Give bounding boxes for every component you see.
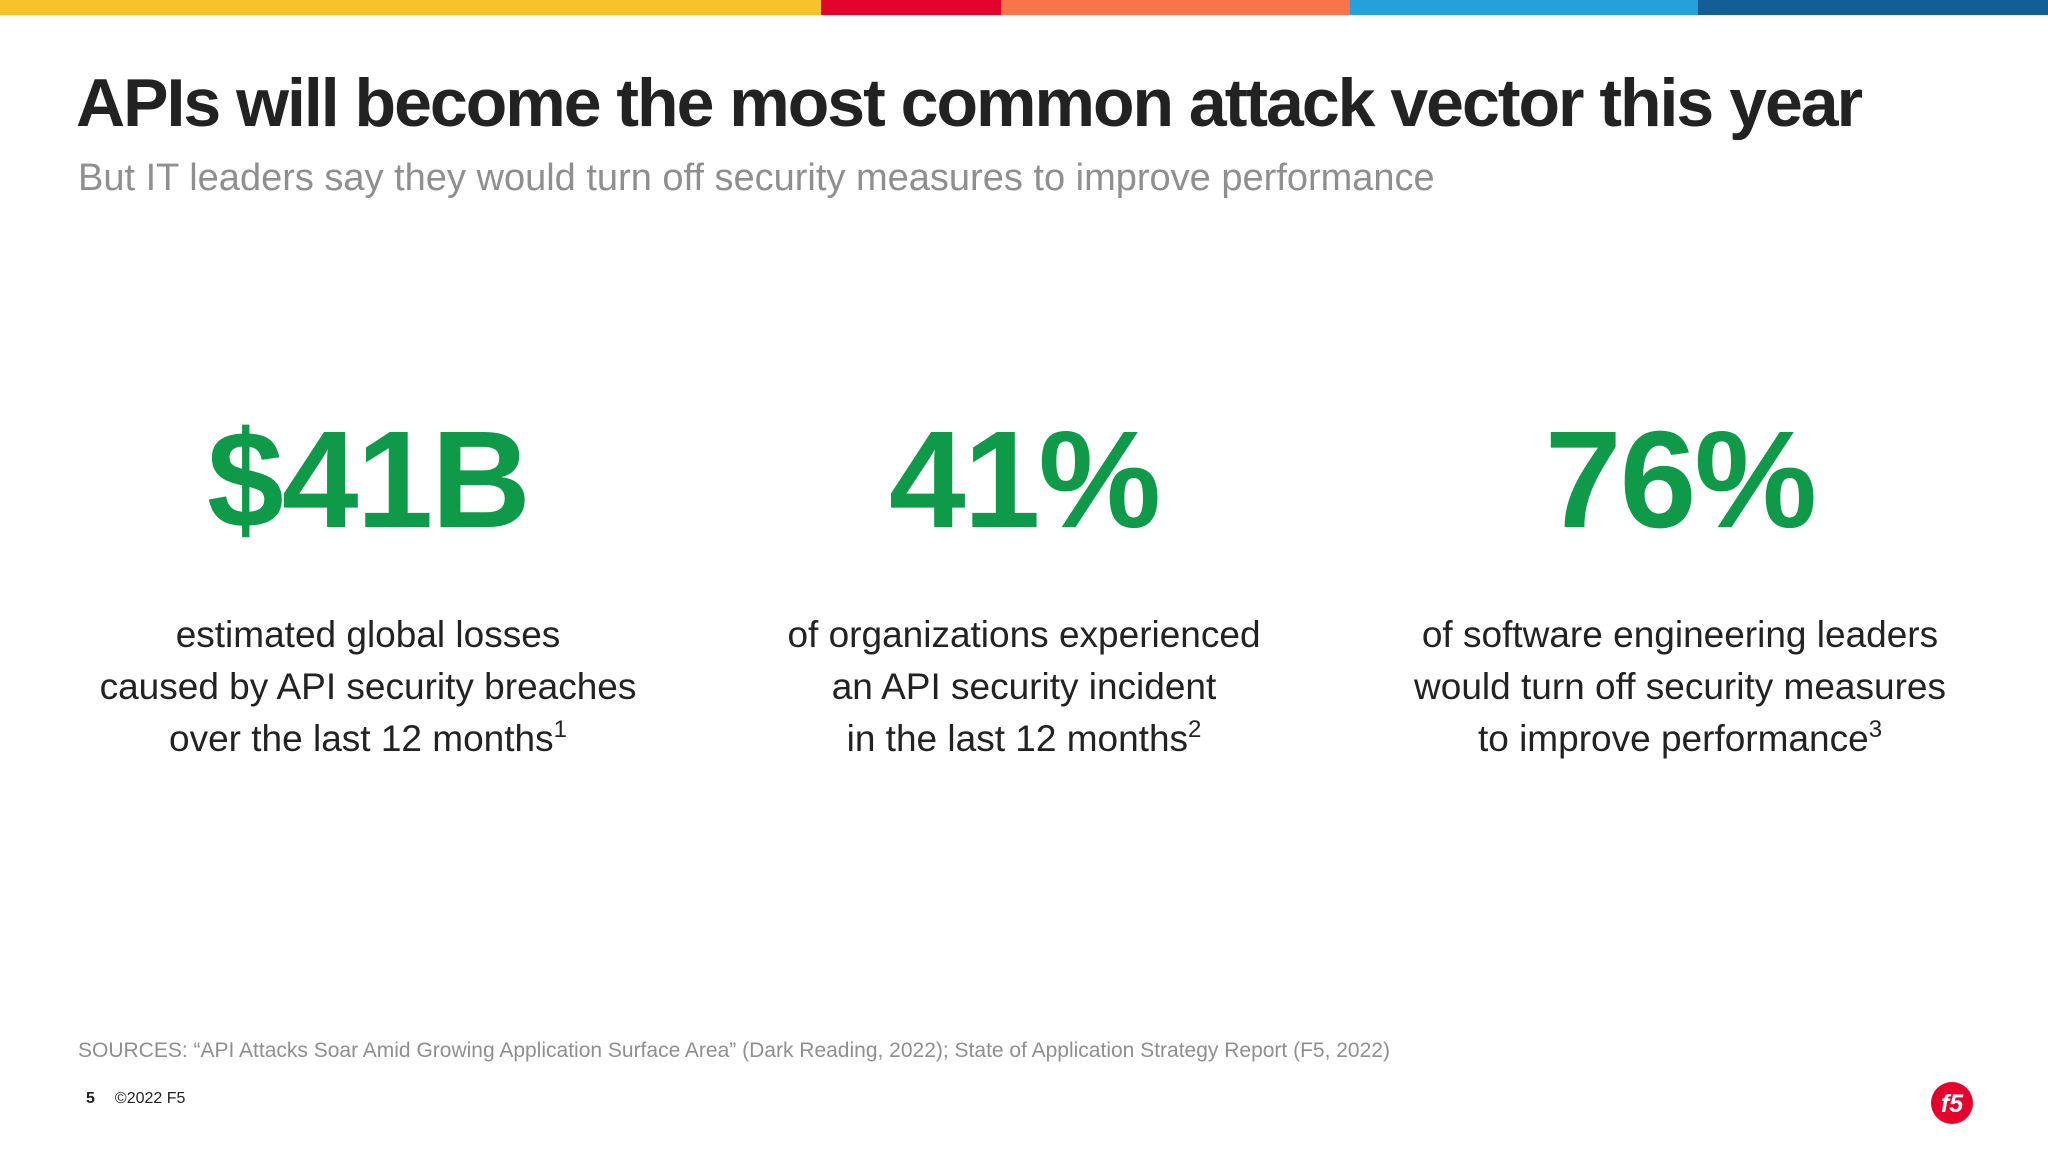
stat-desc-line-last: in the last 12 months2 xyxy=(696,713,1352,765)
stat-desc-text: to improve performance xyxy=(1477,717,1869,759)
stat-desc-line: would turn off security measures xyxy=(1414,665,1946,707)
page-number: 5 xyxy=(86,1090,95,1107)
stat-organizations-incident: 41% of organizations experienced an API … xyxy=(696,403,1352,765)
stats-row: $41B estimated global losses caused by A… xyxy=(40,403,2008,765)
color-segment-orange xyxy=(1001,0,1350,15)
footnote-marker: 3 xyxy=(1868,715,1883,743)
stat-desc-line: an API security incident xyxy=(831,665,1217,707)
slide-title: APIs will become the most common attack … xyxy=(76,65,1863,141)
color-segment-darkblue xyxy=(1698,0,2048,15)
footnote-marker: 2 xyxy=(1188,715,1202,743)
stat-desc-line: estimated global losses xyxy=(175,613,561,655)
stat-desc-line: of organizations experienced xyxy=(787,613,1261,655)
footnote-marker: 1 xyxy=(553,715,567,743)
sources-citation: SOURCES: “API Attacks Soar Amid Growing … xyxy=(78,1039,1390,1062)
stat-desc-line: of software engineering leaders xyxy=(1421,613,1939,655)
stat-desc-text: over the last 12 months xyxy=(169,717,554,759)
stat-desc-line: caused by API security breaches xyxy=(99,665,637,707)
copyright: ©2022 F5 xyxy=(114,1090,186,1107)
stat-global-losses: $41B estimated global losses caused by A… xyxy=(40,403,696,765)
stat-description: estimated global losses caused by API se… xyxy=(40,609,696,765)
stat-desc-text: in the last 12 months xyxy=(846,717,1189,759)
top-color-bar xyxy=(0,0,2048,15)
f5-logo-icon: f5 xyxy=(1931,1082,1973,1124)
stat-description: of software engineering leaders would tu… xyxy=(1352,609,2008,765)
stat-value: $41B xyxy=(207,403,531,557)
stat-desc-line-last: over the last 12 months1 xyxy=(40,713,696,765)
stat-value: 41% xyxy=(888,403,1161,557)
stat-engineering-leaders: 76% of software engineering leaders woul… xyxy=(1352,403,2008,765)
stat-value: 76% xyxy=(1544,403,1817,557)
color-segment-lightblue xyxy=(1350,0,1698,15)
slide-footer: 5 ©2022 F5 xyxy=(86,1090,185,1108)
slide-subtitle: But IT leaders say they would turn off s… xyxy=(78,157,1435,199)
stat-description: of organizations experienced an API secu… xyxy=(696,609,1352,765)
color-segment-yellow xyxy=(0,0,821,15)
color-segment-red xyxy=(821,0,1001,15)
stat-desc-line-last: to improve performance3 xyxy=(1352,713,2008,765)
f5-logo-text: f5 xyxy=(1941,1090,1964,1118)
